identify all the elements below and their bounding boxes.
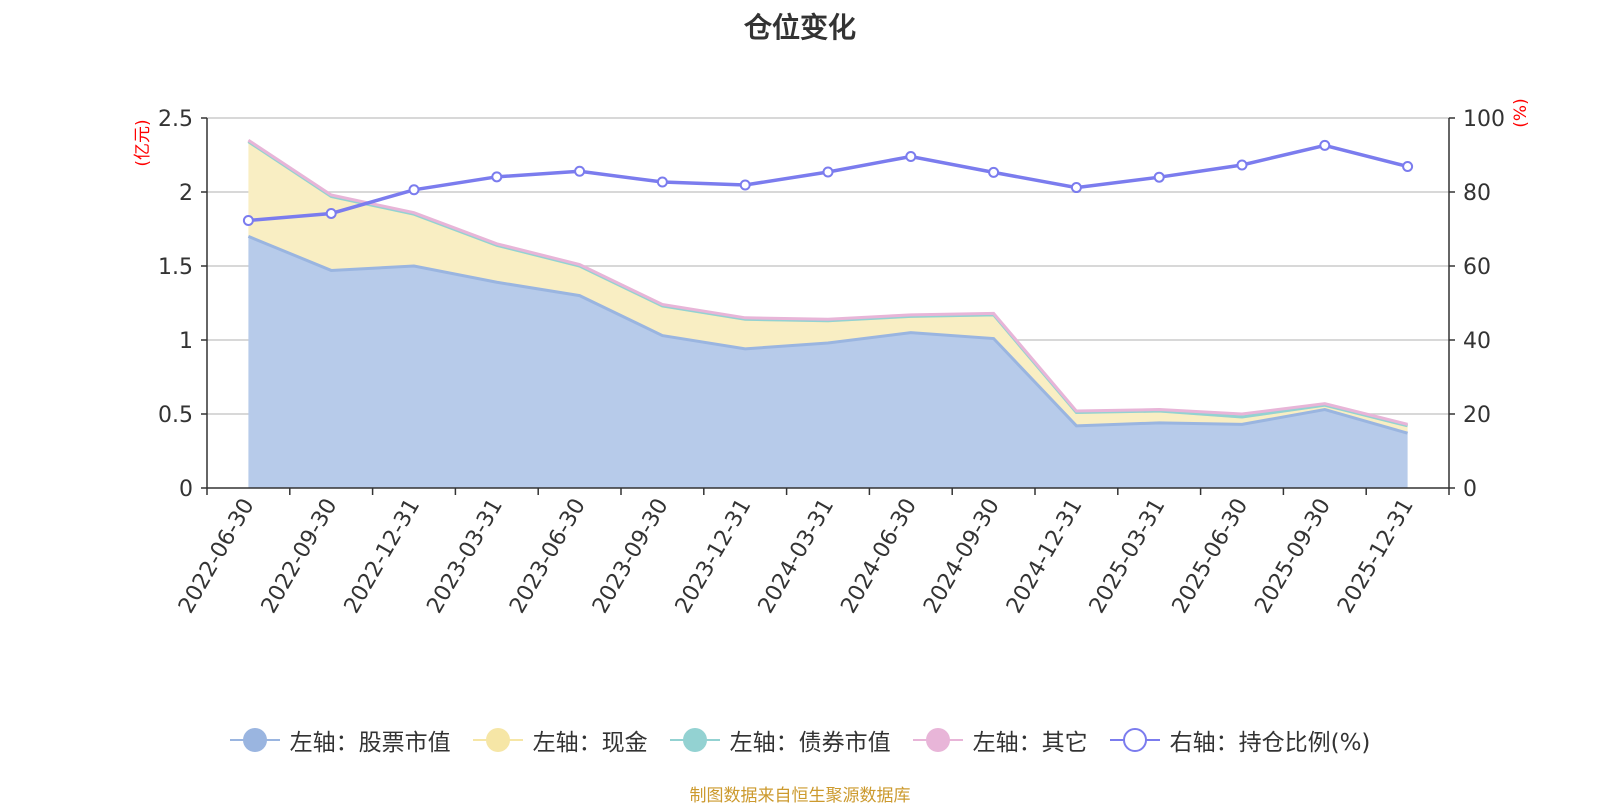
ratio-point — [988, 166, 1000, 178]
ratio-point — [822, 166, 834, 178]
right-tick-label: 100 — [1463, 107, 1505, 132]
legend-label: 左轴：其它 — [972, 730, 1088, 756]
chart-title: 仓位变化 — [743, 11, 856, 44]
legend-symbol-icon — [1109, 725, 1160, 755]
ratio-line — [248, 143, 1409, 223]
x-tick-label: 2024-12-31 — [1002, 495, 1088, 618]
left-tick-label: 0.5 — [158, 403, 193, 428]
x-tick-label: 2022-12-31 — [340, 495, 426, 618]
right-tick-label: 40 — [1463, 329, 1491, 354]
x-tick-label: 2024-06-30 — [836, 495, 922, 618]
left-tick-label: 2 — [179, 181, 193, 206]
legend-item[interactable]: 左轴：现金 — [472, 723, 648, 757]
x-tick-label: 2022-06-30 — [174, 495, 260, 618]
x-tick-label: 2023-06-30 — [505, 495, 591, 618]
legend-symbol-icon — [669, 725, 720, 755]
ratio-point — [408, 184, 420, 196]
x-tick-label: 2025-03-31 — [1085, 495, 1171, 618]
legend-label: 左轴：债券市值 — [729, 730, 891, 756]
left-tick-label: 1 — [179, 329, 193, 354]
x-tick-label: 2023-09-30 — [588, 495, 674, 618]
right-tick-label: 20 — [1463, 403, 1491, 428]
legend-item[interactable]: 左轴：股票市值 — [229, 723, 451, 757]
left-tick-label: 0 — [179, 477, 193, 502]
ratio-point — [905, 150, 917, 162]
ratio-point — [1153, 171, 1165, 183]
right-tick-label: 0 — [1463, 477, 1477, 502]
legend-label: 左轴：股票市值 — [289, 730, 451, 756]
ratio-point — [242, 214, 254, 226]
legend-item[interactable]: 左轴：其它 — [912, 723, 1088, 757]
ratio-point — [656, 176, 668, 188]
ratio-point — [1070, 182, 1082, 194]
source-note: 制图数据来自恒生聚源数据库 — [689, 786, 911, 806]
x-tick-label: 2023-03-31 — [422, 495, 508, 618]
x-tick-label: 2024-03-31 — [754, 495, 840, 618]
legend-label: 右轴：持仓比例(%) — [1169, 730, 1371, 756]
ratio-point — [574, 165, 586, 177]
ratio-point — [1402, 160, 1414, 172]
legend-item[interactable]: 左轴：债券市值 — [669, 723, 891, 757]
left-axis-unit: (亿元) — [133, 119, 153, 166]
legend: 左轴：股票市值 左轴：现金 左轴：债券市值 左轴：其它 右轴：持仓比例(%) — [0, 722, 1600, 758]
ratio-point — [325, 207, 337, 219]
left-tick-label: 2.5 — [158, 107, 193, 132]
series-line-4 — [247, 138, 1408, 426]
ratio-point — [1319, 139, 1331, 151]
right-tick-label: 60 — [1463, 255, 1491, 280]
left-tick-label: 1.5 — [158, 255, 193, 280]
x-tick-label: 2022-09-30 — [257, 495, 343, 618]
ratio-point — [1236, 159, 1248, 171]
ratio-point — [491, 171, 503, 183]
x-tick-label: 2025-06-30 — [1168, 495, 1254, 618]
legend-symbol-icon — [912, 725, 963, 755]
legend-symbol-icon — [229, 725, 280, 755]
series-line-1 — [247, 235, 1409, 435]
x-tick-label: 2025-12-31 — [1333, 495, 1419, 618]
right-axis-unit: (%) — [1511, 98, 1531, 127]
ratio-point — [739, 179, 751, 191]
area-1 — [248, 236, 1408, 488]
legend-item[interactable]: 右轴：持仓比例(%) — [1109, 723, 1371, 757]
x-tick-label: 2025-09-30 — [1250, 495, 1336, 618]
legend-symbol-icon — [472, 725, 523, 755]
legend-label: 左轴：现金 — [532, 730, 648, 756]
x-tick-label: 2024-09-30 — [919, 495, 1005, 618]
x-tick-label: 2023-12-31 — [671, 495, 757, 618]
right-tick-label: 80 — [1463, 181, 1491, 206]
